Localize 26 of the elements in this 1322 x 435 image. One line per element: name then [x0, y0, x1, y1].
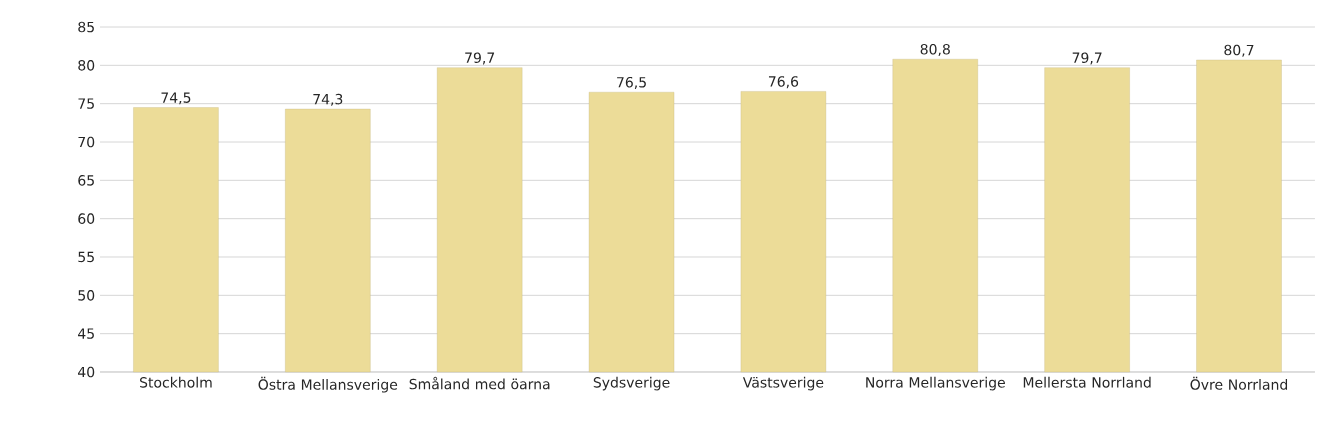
y-tick-label: 75 — [78, 98, 94, 109]
y-tick-label: 70 — [78, 136, 95, 148]
x-tick-label: Sydsverige — [593, 376, 670, 391]
data-label: 76,6 — [768, 76, 799, 89]
y-tick-label: 55 — [78, 251, 94, 263]
x-tick-label: Norra Mellansverige — [866, 376, 1005, 391]
data-label: 80,7 — [1224, 44, 1254, 57]
y-tick-label: 65 — [78, 175, 94, 186]
data-label: 74,5 — [161, 92, 191, 105]
y-tick-label: 45 — [78, 328, 94, 339]
data-label: 76,5 — [617, 76, 646, 89]
x-tick-label: Stockholm — [140, 376, 212, 388]
x-tick-label: Övre Norrland — [1190, 376, 1288, 390]
x-tick-label: Östra Mellansverige — [258, 376, 398, 393]
y-tick-label: 60 — [78, 213, 95, 224]
y-tick-label: 40 — [78, 366, 95, 378]
x-tick-label: Mellersta Norrland — [1023, 376, 1151, 388]
data-label: 74,3 — [313, 93, 343, 106]
y-tick-label: 80 — [78, 60, 95, 71]
x-tick-label: Västsverige — [742, 376, 824, 391]
x-tick-label: Småland med öarna — [409, 376, 550, 390]
data-label: 79,7 — [465, 52, 495, 65]
data-label: 79,7 — [1072, 52, 1102, 65]
data-label: 80,8 — [920, 43, 950, 56]
y-tick-label: 85 — [78, 21, 94, 33]
y-tick-label: 50 — [78, 290, 95, 301]
